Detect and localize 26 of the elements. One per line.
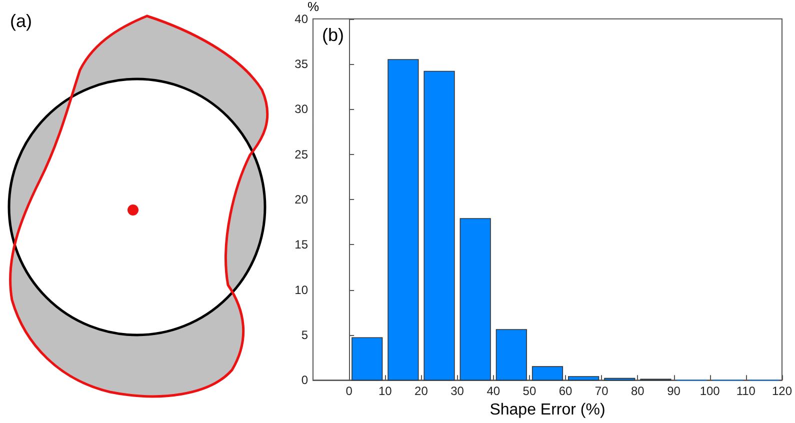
x-tick-label: 20 xyxy=(414,384,428,398)
x-axis-title: Shape Error (%) xyxy=(490,402,606,418)
y-tick-label: 5 xyxy=(301,328,308,342)
x-tick-label: 80 xyxy=(631,384,645,398)
annotation: (b) xyxy=(322,25,344,45)
x-tick-label: 70 xyxy=(594,384,609,398)
text: (a) xyxy=(10,11,32,31)
x-tick-label: 50 xyxy=(522,384,536,398)
y-axis-title: % xyxy=(308,0,320,14)
x-tick-label: 110 xyxy=(736,384,756,398)
x-tick-label: 120 xyxy=(772,384,792,398)
y-tick-label: 20 xyxy=(294,192,308,206)
x-tick-label: 10 xyxy=(378,384,392,398)
y-tick-label: 40 xyxy=(294,12,308,26)
y-tick-label: 0 xyxy=(301,373,308,388)
y-tick-label: 10 xyxy=(294,282,308,297)
y-tick-label: 25 xyxy=(294,147,308,162)
x-tick-label: 90 xyxy=(667,384,681,398)
y-tick-label: 30 xyxy=(294,102,308,116)
x-tick-label: 0 xyxy=(346,384,353,398)
y-tick-label: 35 xyxy=(294,57,308,72)
x-tick-label: 100 xyxy=(700,384,720,398)
x-tick-label: 60 xyxy=(558,384,573,398)
x-tick-label: 40 xyxy=(486,384,500,398)
y-tick-label: 15 xyxy=(294,238,308,252)
x-tick-label: 30 xyxy=(450,384,464,398)
